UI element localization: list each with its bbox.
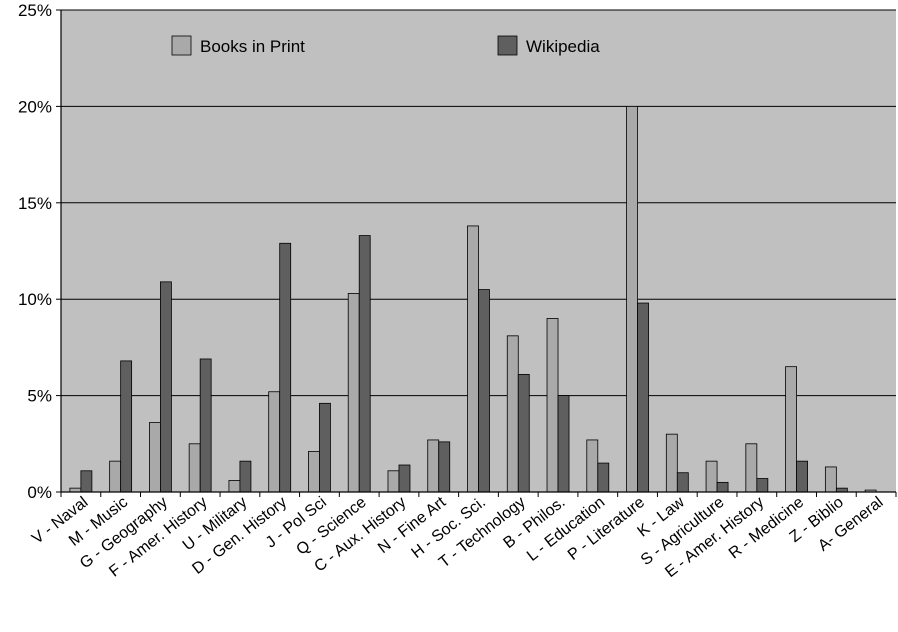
bar-wikipedia xyxy=(199,358,212,493)
bar-books-in-print xyxy=(626,106,638,493)
y-tick-label: 15% xyxy=(18,194,52,213)
y-axis-ticks: 0% 5% 10% 15% 20% 25% xyxy=(18,1,52,502)
bar-wikipedia xyxy=(80,470,93,493)
bar-books-in-print xyxy=(308,451,320,493)
legend: Books in Print Wikipedia xyxy=(171,35,600,56)
bar-books-in-print xyxy=(785,366,797,493)
bar-wikipedia xyxy=(478,289,490,493)
y-tick-label: 20% xyxy=(18,97,52,116)
bar-books-in-print xyxy=(745,443,758,493)
bar-books-in-print xyxy=(188,443,201,493)
axes xyxy=(56,9,897,497)
bar-wikipedia xyxy=(557,395,570,493)
bar-books-in-print xyxy=(427,439,440,493)
bar-books-in-print xyxy=(387,470,400,493)
bar-books-in-print xyxy=(506,335,519,493)
bar-wikipedia xyxy=(796,460,808,493)
bar-wikipedia xyxy=(676,472,689,493)
bar-wikipedia xyxy=(160,281,172,493)
bar-books-in-print xyxy=(824,466,837,493)
bar-wikipedia xyxy=(358,235,371,493)
bar-wikipedia xyxy=(756,478,769,493)
bar-wikipedia xyxy=(517,373,530,493)
y-tick-label: 10% xyxy=(18,290,52,309)
bar-books-in-print xyxy=(149,422,161,493)
bar-books-in-print xyxy=(228,480,241,493)
legend-label: Wikipedia xyxy=(526,37,600,56)
bar-books-in-print xyxy=(268,391,281,493)
bar-wikipedia xyxy=(716,481,729,493)
legend-swatch xyxy=(171,35,192,56)
legend-swatch xyxy=(497,35,518,56)
y-tick-label: 0% xyxy=(27,483,52,502)
bar-books-in-print xyxy=(665,433,678,493)
bar-wikipedia xyxy=(637,302,649,493)
bar-books-in-print xyxy=(546,318,559,493)
bar-wikipedia xyxy=(239,460,252,493)
bar-wikipedia xyxy=(279,242,292,493)
bars xyxy=(69,106,877,493)
bar-books-in-print xyxy=(705,460,718,493)
bar-wikipedia xyxy=(438,441,451,493)
bar-wikipedia xyxy=(120,360,133,493)
bar-books-in-print xyxy=(467,225,479,493)
bar-wikipedia xyxy=(597,462,610,493)
legend-label: Books in Print xyxy=(200,37,305,56)
y-tick-label: 25% xyxy=(18,1,52,20)
bar-wikipedia xyxy=(398,464,411,493)
bar-books-in-print xyxy=(347,293,360,493)
y-tick-label: 5% xyxy=(27,387,52,406)
bar-books-in-print xyxy=(586,439,599,493)
bar-wikipedia xyxy=(319,402,331,493)
bar-books-in-print xyxy=(109,460,122,493)
